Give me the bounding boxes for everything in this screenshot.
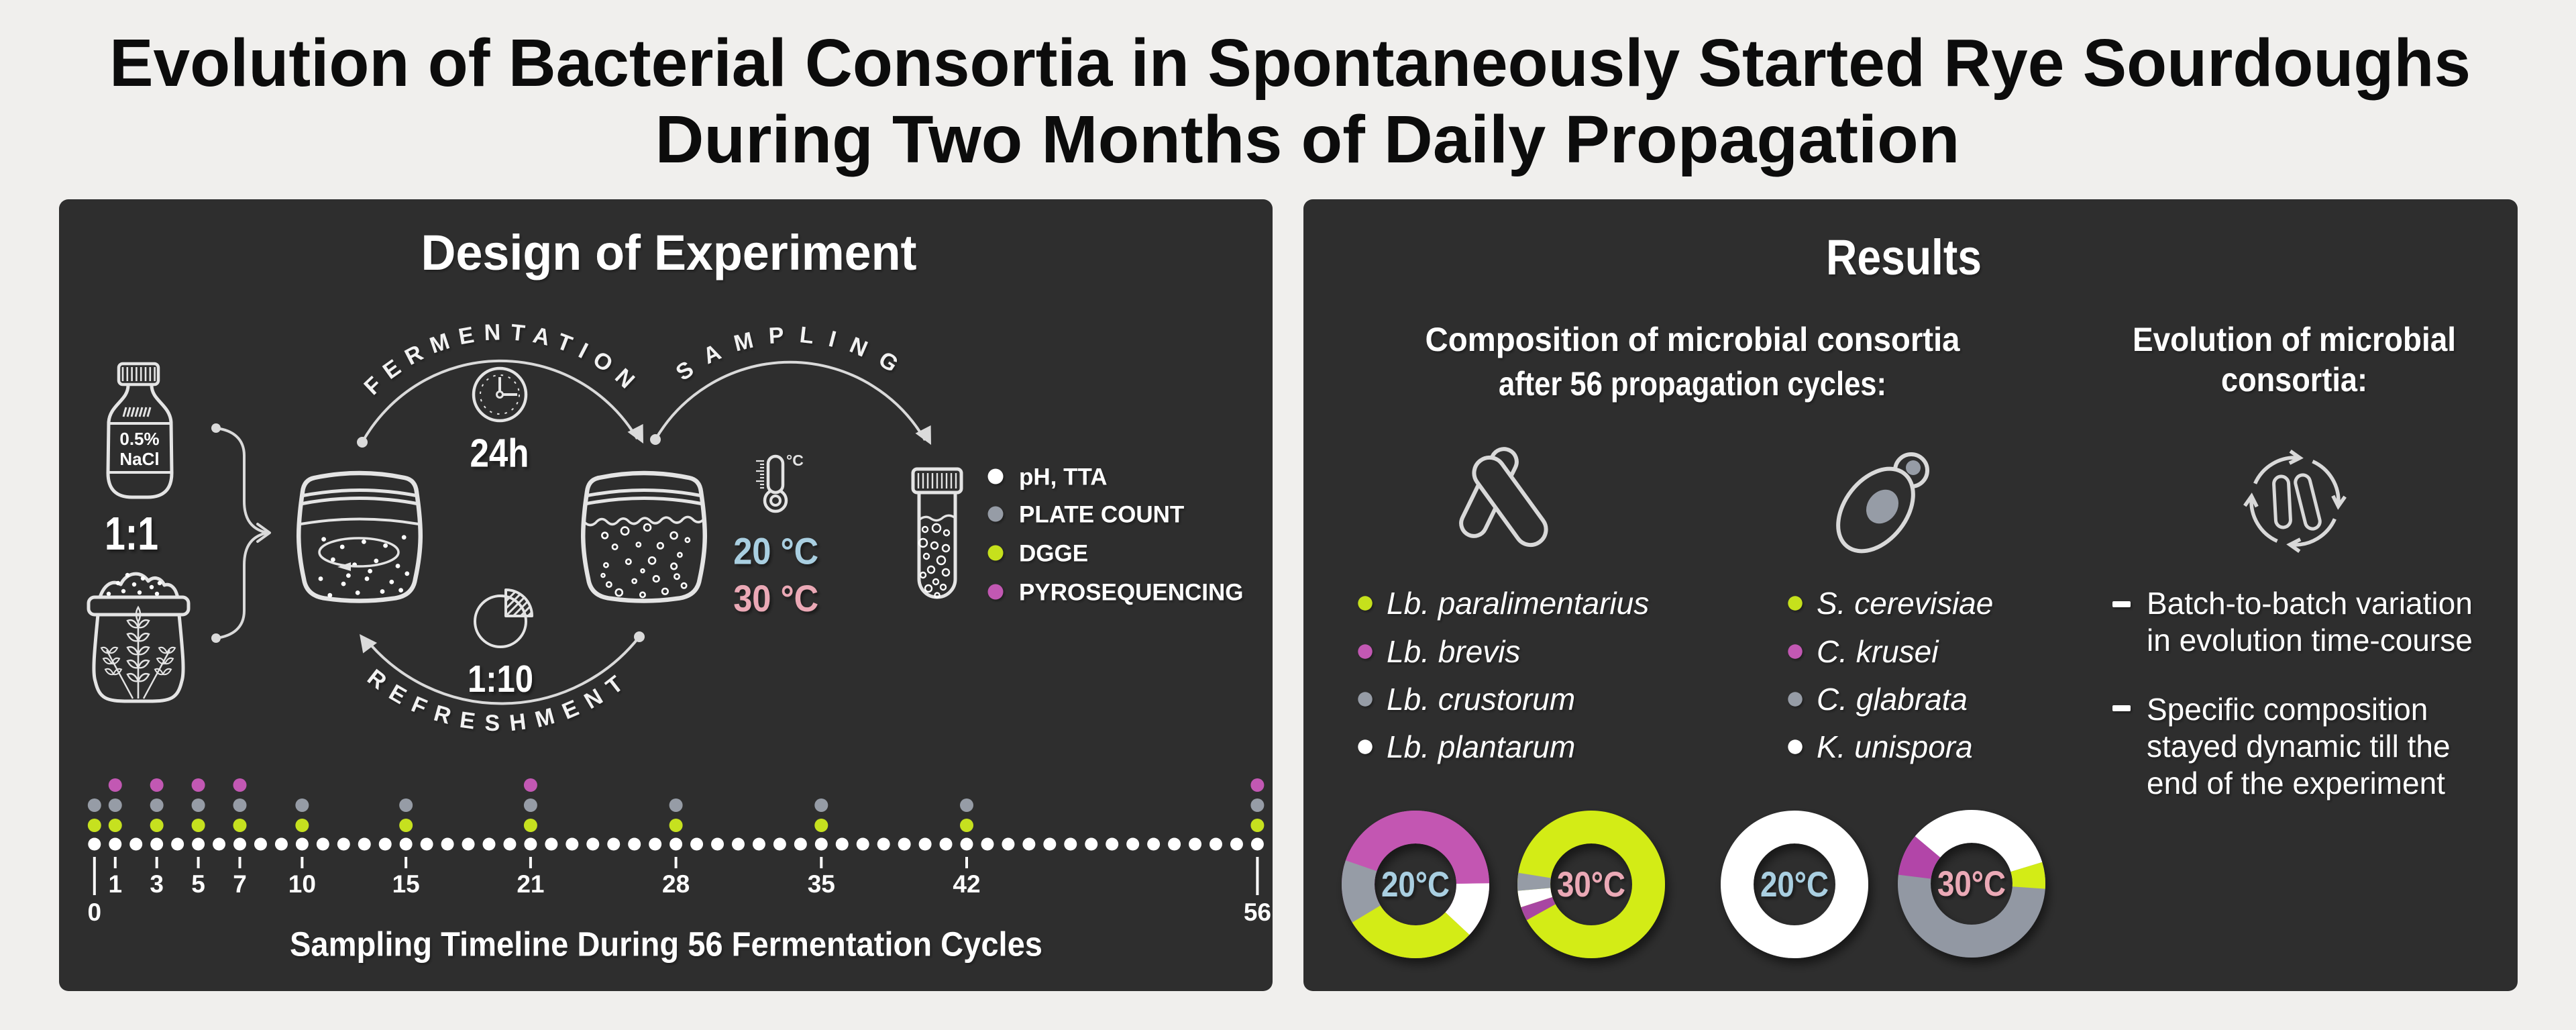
svg-text:C. glabrata: C. glabrata — [1817, 682, 1968, 717]
svg-text:Specific composition: Specific composition — [2147, 692, 2428, 727]
svg-text:5: 5 — [191, 870, 205, 898]
svg-text:end of the experiment: end of the experiment — [2147, 766, 2445, 801]
svg-text:pH, TTA: pH, TTA — [1019, 464, 1108, 491]
svg-text:after 56 propagation cycles:: after 56 propagation cycles: — [1499, 365, 1886, 403]
svg-text:7: 7 — [233, 870, 247, 898]
svg-text:24h: 24h — [470, 431, 529, 476]
svg-text:S. cerevisiae: S. cerevisiae — [1817, 586, 1993, 621]
svg-text:C. krusei: C. krusei — [1817, 634, 1939, 669]
svg-text:PYROSEQUENCING: PYROSEQUENCING — [1019, 580, 1244, 606]
svg-text:1:10: 1:10 — [468, 658, 533, 701]
svg-text:Composition of microbial conso: Composition of microbial consortia — [1426, 321, 1961, 358]
svg-text:DGGE: DGGE — [1019, 541, 1088, 567]
svg-text:PLATE COUNT: PLATE COUNT — [1019, 502, 1184, 528]
svg-text:30 °C: 30 °C — [733, 577, 818, 619]
svg-text:21: 21 — [517, 870, 544, 898]
svg-text:1: 1 — [108, 870, 122, 898]
svg-text:42: 42 — [953, 870, 980, 898]
svg-text:30°C: 30°C — [1557, 865, 1625, 905]
svg-text:Results: Results — [1826, 229, 1982, 285]
svg-text:15: 15 — [392, 870, 420, 898]
svg-text:Lb. brevis: Lb. brevis — [1387, 634, 1520, 669]
svg-text:35: 35 — [808, 870, 835, 898]
svg-text:°C: °C — [786, 452, 804, 469]
svg-text:Sampling Timeline During 56 Fe: Sampling Timeline During 56 Fermentation… — [290, 925, 1042, 964]
svg-text:28: 28 — [662, 870, 690, 898]
svg-text:Lb. paralimentarius: Lb. paralimentarius — [1387, 586, 1649, 621]
svg-text:0: 0 — [88, 898, 102, 926]
svg-text:20 °C: 20 °C — [733, 530, 818, 572]
svg-text:20°C: 20°C — [1760, 865, 1829, 905]
svg-text:Design of Experiment: Design of Experiment — [421, 225, 917, 280]
svg-text:Lb. plantarum: Lb. plantarum — [1387, 729, 1575, 764]
svg-text:in evolution time-course: in evolution time-course — [2147, 623, 2473, 658]
svg-text:NaCl: NaCl — [119, 449, 159, 469]
svg-text:During Two Months of Daily Pro: During Two Months of Daily Propagation — [655, 102, 1960, 177]
svg-text:56: 56 — [1244, 898, 1271, 926]
svg-text:consortia:: consortia: — [2221, 361, 2367, 399]
svg-text:Evolution of Bacterial Consort: Evolution of Bacterial Consortia in Spon… — [109, 25, 2471, 101]
svg-text:3: 3 — [150, 870, 164, 898]
svg-text:Evolution of microbial: Evolution of microbial — [2133, 321, 2456, 358]
svg-text:stayed dynamic till the: stayed dynamic till the — [2147, 729, 2451, 764]
svg-text:Lb. crustorum: Lb. crustorum — [1387, 682, 1575, 717]
svg-text:Batch-to-batch variation: Batch-to-batch variation — [2147, 586, 2473, 621]
svg-text:30°C: 30°C — [1937, 864, 2006, 904]
svg-text:K. unispora: K. unispora — [1817, 729, 1973, 764]
svg-text:10: 10 — [288, 870, 316, 898]
svg-text:20°C: 20°C — [1381, 865, 1450, 905]
svg-text:1:1: 1:1 — [105, 507, 158, 560]
svg-text:0.5%: 0.5% — [119, 429, 159, 449]
